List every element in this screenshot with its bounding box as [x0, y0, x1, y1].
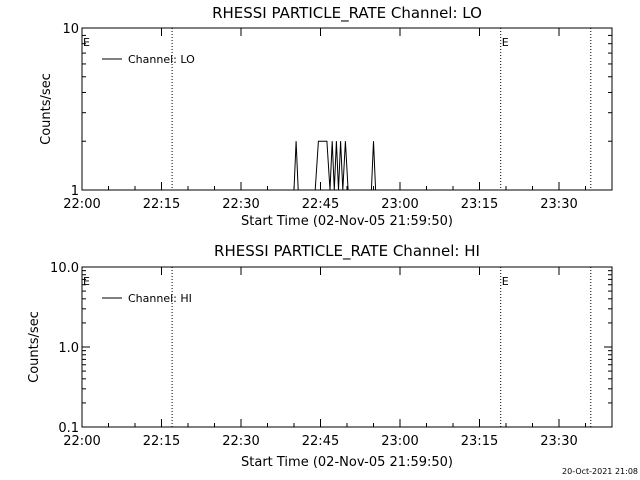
chart-1-y-tick-label: 1: [71, 184, 79, 199]
chart-2-x-axis-label: Start Time (02-Nov-05 21:59:50): [241, 455, 453, 470]
chart-1-y-axis-label: Counts/sec: [39, 73, 54, 145]
chart-1-x-tick-label: 23:15: [461, 197, 498, 212]
chart-2-y-tick-label: 1.0: [58, 341, 79, 356]
chart-1-x-tick-label: 23:30: [540, 197, 577, 212]
chart-1-legend-label: Channel: LO: [128, 53, 195, 66]
chart-2-x-tick-label: 22:30: [222, 434, 259, 449]
chart-1-x-tick-label: 22:30: [222, 197, 259, 212]
chart-1-y-tick-label: 10: [62, 22, 79, 37]
chart-2-x-tick-label: 22:00: [63, 434, 100, 449]
chart-1-x-tick-label: 22:15: [143, 197, 180, 212]
chart-2-title: RHESSI PARTICLE_RATE Channel: HI: [214, 242, 480, 261]
chart-1-flag-label: E: [83, 36, 90, 49]
chart-1-flag-label: E: [502, 36, 509, 49]
chart-2-y-tick-label: 10.0: [50, 261, 79, 276]
chart-1-x-tick-label: 22:45: [302, 197, 339, 212]
chart-2-x-tick-label: 23:15: [461, 434, 498, 449]
chart-1-x-tick-label: 22:00: [63, 197, 100, 212]
chart-2-legend-label: Channel: HI: [128, 292, 192, 305]
chart-2-flag-label: E: [83, 275, 90, 288]
chart-2-x-tick-label: 23:30: [540, 434, 577, 449]
chart-1-series-line: [82, 140, 377, 191]
chart-2-plot-frame: [81, 266, 613, 428]
chart-1-title: RHESSI PARTICLE_RATE Channel: LO: [212, 4, 482, 23]
chart-1-x-axis-label: Start Time (02-Nov-05 21:59:50): [241, 214, 453, 229]
chart-2-x-tick-label: 22:45: [302, 434, 339, 449]
chart-2-y-tick-label: 0.1: [58, 421, 79, 436]
chart-1-x-tick-label: 23:00: [381, 197, 418, 212]
chart-2-x-tick-label: 23:00: [381, 434, 418, 449]
footer-timestamp: 20-Oct-2021 21:08: [562, 467, 638, 476]
chart-2-flag-label: E: [502, 275, 509, 288]
chart-2-x-tick-label: 22:15: [143, 434, 180, 449]
chart-2-y-axis-label: Counts/sec: [27, 311, 42, 383]
